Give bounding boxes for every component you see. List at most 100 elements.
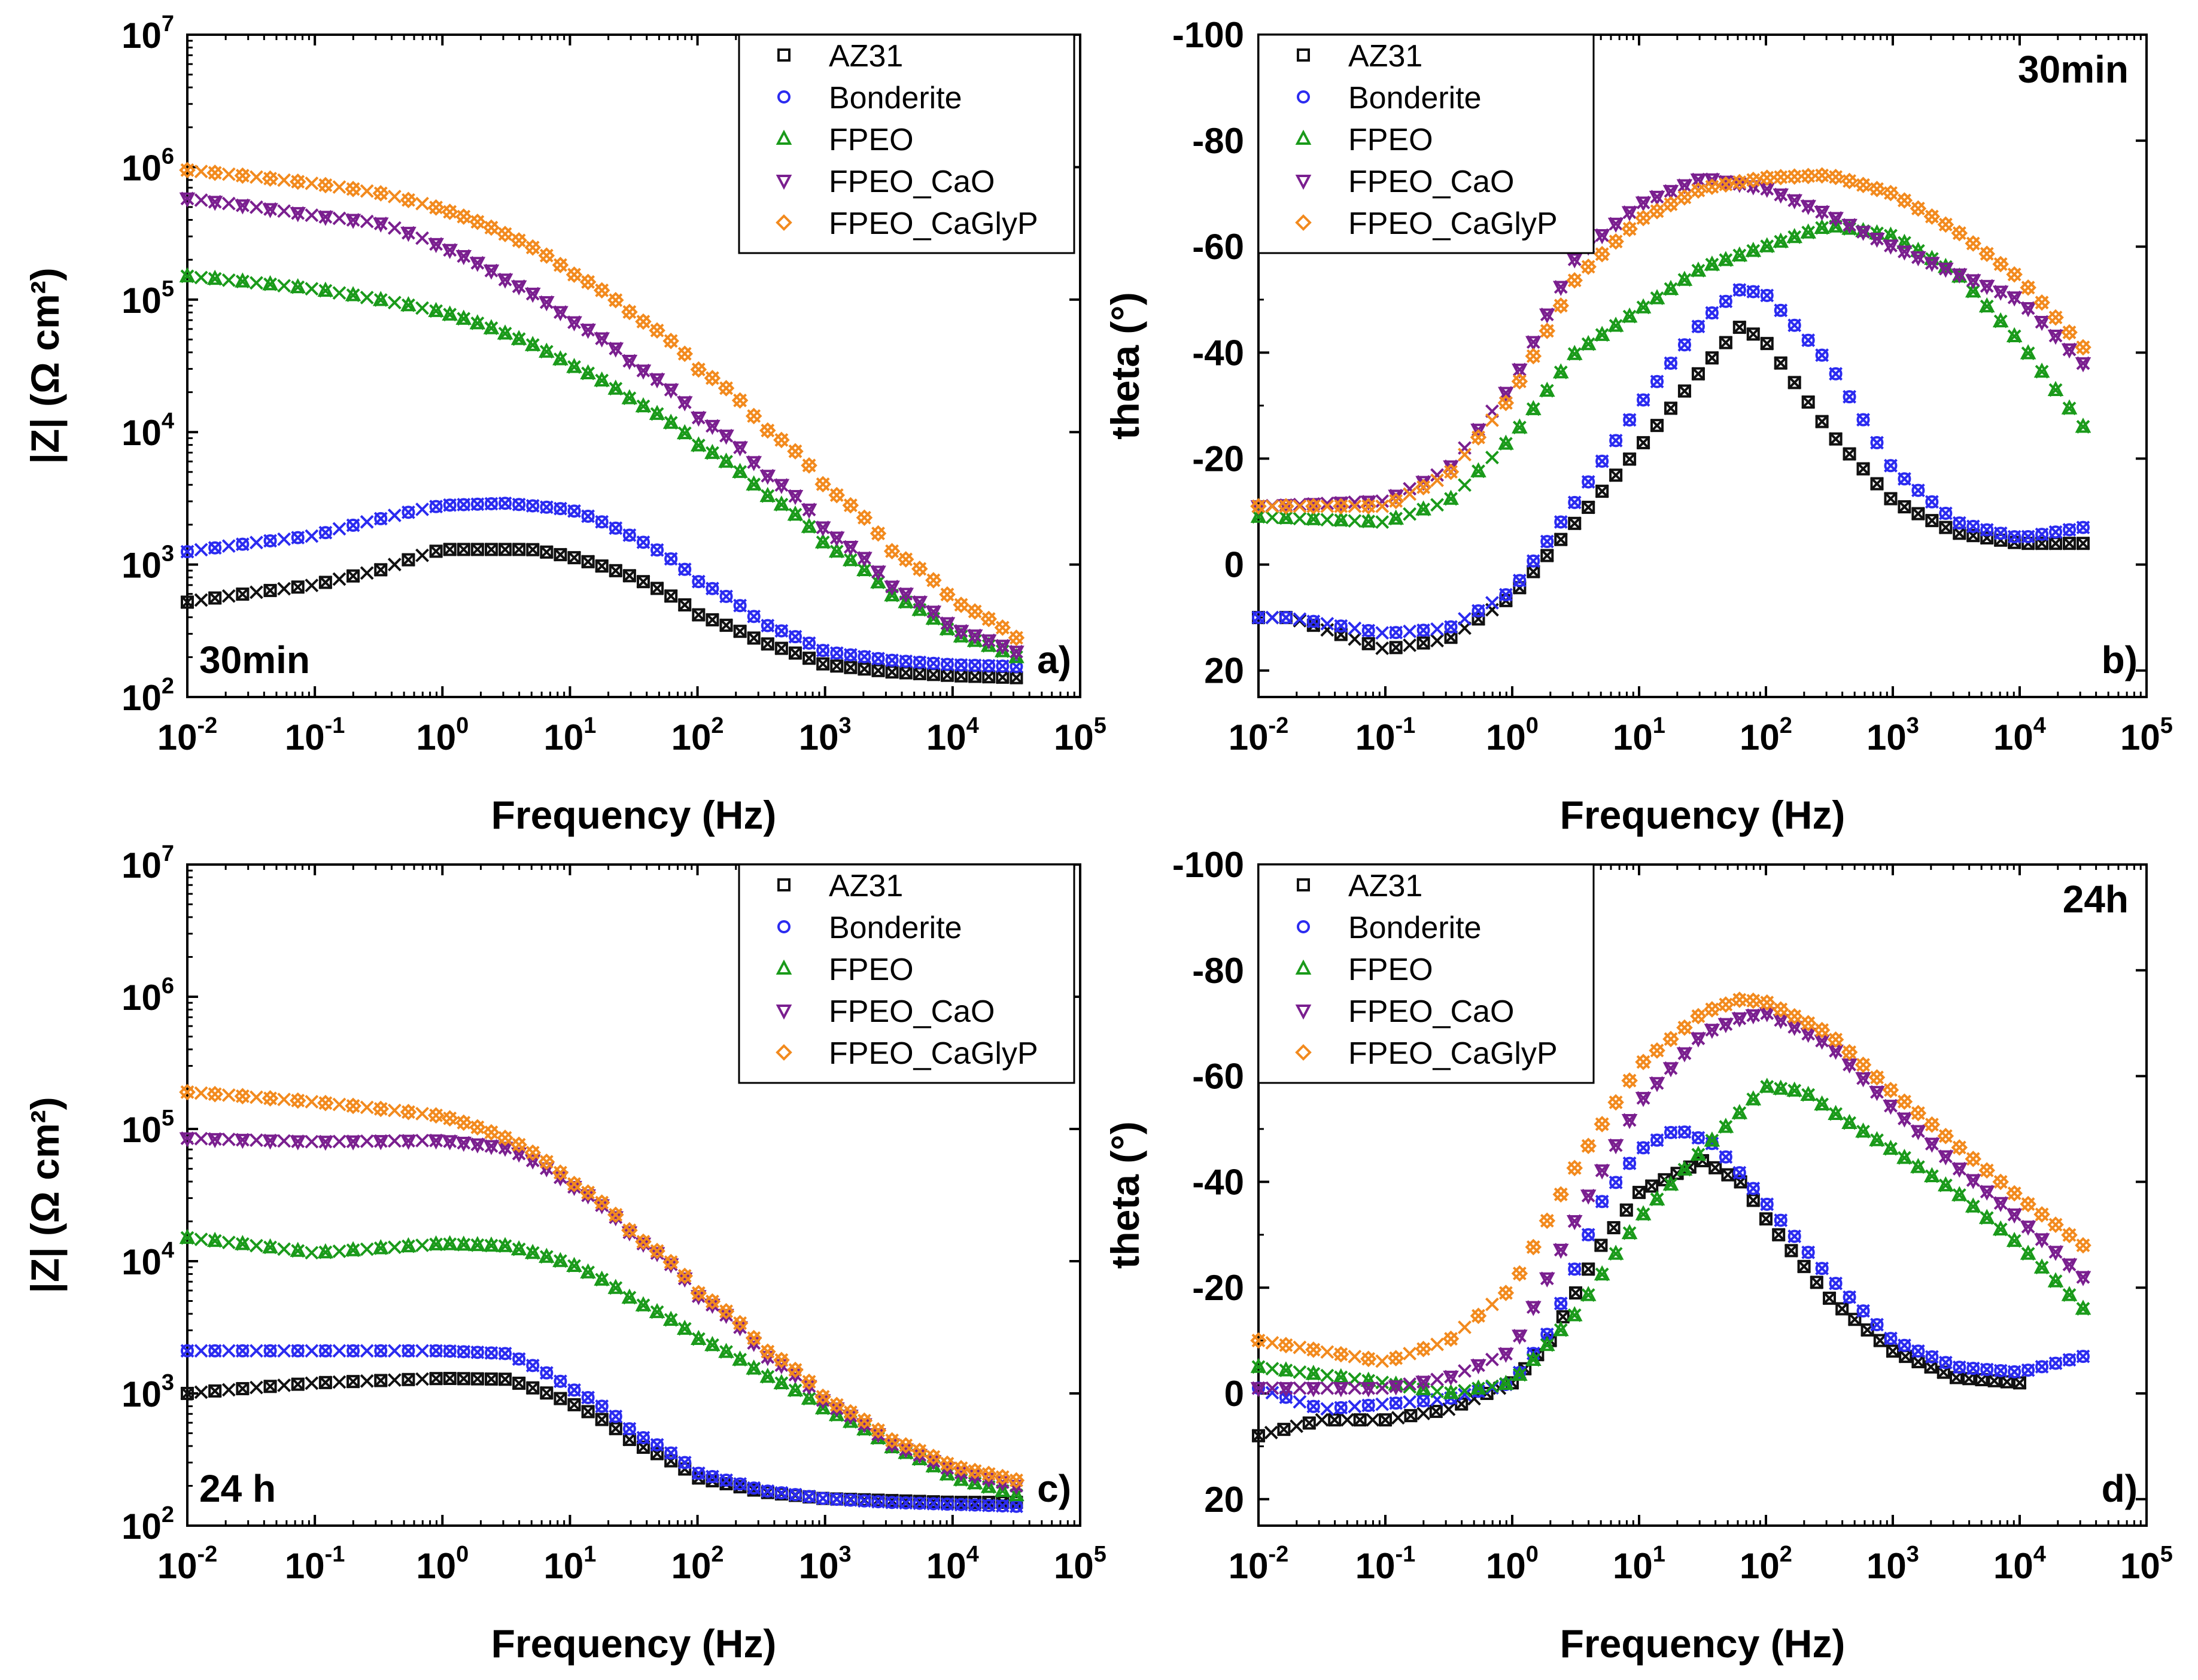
data-point [1566, 1215, 1583, 1231]
data-point [913, 1496, 926, 1510]
data-point [1843, 1291, 1856, 1304]
data-point [1705, 351, 1719, 365]
fit-point [1554, 532, 1568, 547]
data-point [429, 1372, 443, 1386]
fit-point [1568, 1286, 1583, 1300]
fit-point [221, 1235, 236, 1250]
data-point [483, 1140, 500, 1155]
fit-point [1348, 499, 1362, 513]
fit-point [1760, 336, 1774, 351]
data-point [1333, 511, 1349, 526]
fit-point [1746, 1193, 1761, 1207]
data-point [1554, 1296, 1568, 1310]
fit-point [1636, 211, 1650, 225]
data-point [980, 1465, 998, 1483]
data-point [1540, 549, 1554, 562]
fit-point [706, 1474, 719, 1488]
y-tick-label: 107 [121, 841, 174, 885]
fit-point [402, 553, 415, 567]
data-point [498, 1347, 512, 1361]
data-point [1415, 1380, 1431, 1395]
data-point [1594, 245, 1610, 263]
data-point [524, 287, 541, 303]
fit-point [470, 1120, 485, 1134]
fit-point [829, 488, 844, 503]
fit-point [1472, 430, 1485, 445]
fit-point [1458, 1320, 1472, 1334]
data-point [676, 345, 694, 363]
data-point [593, 282, 610, 299]
data-point [1717, 176, 1734, 193]
data-point [676, 1319, 693, 1335]
data-point [1379, 1413, 1392, 1427]
fit-point [1952, 226, 1966, 241]
series-fpeo-caglyp [179, 162, 1025, 646]
data-point [994, 1468, 1011, 1486]
data-point [2006, 1208, 2023, 1224]
data-point [1938, 263, 1954, 278]
data-point [1745, 1090, 1762, 1106]
data-point [1786, 228, 1803, 244]
data-point [1278, 1361, 1294, 1377]
data-point [1250, 1382, 1267, 1398]
data-point [1623, 452, 1637, 466]
fit-point [250, 1238, 263, 1253]
data-point [953, 596, 969, 613]
fit-point [858, 510, 871, 525]
data-point [664, 589, 678, 603]
data-point [1008, 629, 1025, 646]
fit-point [443, 205, 457, 219]
data-point [1992, 255, 2009, 273]
data-point [870, 573, 886, 589]
fit-point [747, 409, 761, 423]
x-tick-label: 104 [926, 713, 979, 757]
data-point [731, 1314, 749, 1332]
data-point [691, 411, 707, 427]
data-point [690, 361, 707, 378]
legend-label: FPEO_CaO [1348, 994, 1514, 1029]
data-point [457, 1345, 470, 1359]
x-tick-label: 102 [1740, 1542, 1792, 1586]
data-point [692, 1466, 706, 1480]
data-point [181, 1344, 194, 1358]
data-point [567, 1398, 581, 1411]
data-point [483, 1236, 500, 1252]
data-point [1008, 1486, 1024, 1502]
data-point [1965, 282, 1981, 298]
y-tick-label: 103 [121, 541, 174, 586]
data-point [1306, 614, 1320, 628]
data-point [1676, 270, 1693, 286]
fit-point [1540, 549, 1554, 562]
data-point [1388, 509, 1404, 525]
data-point [1609, 1176, 1623, 1189]
fit-point [1265, 610, 1279, 625]
data-point [581, 1390, 595, 1404]
fit-point [373, 1374, 388, 1387]
data-point [1746, 1182, 1760, 1195]
fit-point [360, 184, 374, 198]
fit-point [885, 665, 899, 679]
fit-point [1622, 222, 1637, 236]
fit-point [1293, 1395, 1307, 1409]
data-point [1869, 232, 1885, 248]
fit-point [1705, 1002, 1719, 1016]
fit-point [277, 1134, 291, 1148]
data-point [897, 1437, 914, 1454]
fit-point [277, 1242, 291, 1256]
data-point [925, 605, 942, 621]
data-point [1924, 1167, 1940, 1182]
y-tick-label: 105 [121, 1106, 174, 1150]
data-point [469, 314, 486, 330]
data-point [566, 316, 582, 331]
fit-point [387, 1344, 402, 1358]
fit-point [250, 1090, 263, 1104]
data-point [609, 521, 622, 535]
x-tick-label: 104 [1993, 1542, 2046, 1586]
fit-point [1774, 1002, 1788, 1016]
fit-point [305, 1344, 319, 1358]
fit-point [1801, 395, 1816, 409]
data-point [1621, 1224, 1638, 1240]
data-point [372, 1100, 390, 1118]
fit-point [235, 1089, 250, 1103]
data-point [2033, 315, 2050, 331]
